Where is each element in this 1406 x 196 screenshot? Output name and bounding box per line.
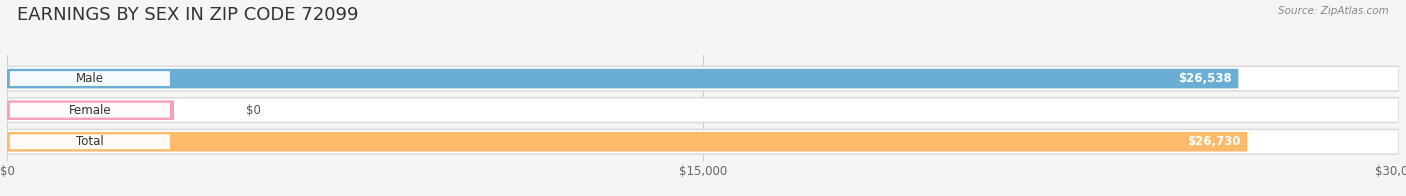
FancyBboxPatch shape <box>7 129 1399 154</box>
FancyBboxPatch shape <box>7 100 174 120</box>
Text: Male: Male <box>76 72 104 85</box>
Text: $26,730: $26,730 <box>1187 135 1240 148</box>
FancyBboxPatch shape <box>10 103 170 118</box>
Text: EARNINGS BY SEX IN ZIP CODE 72099: EARNINGS BY SEX IN ZIP CODE 72099 <box>17 6 359 24</box>
Text: Source: ZipAtlas.com: Source: ZipAtlas.com <box>1278 6 1389 16</box>
Text: $26,538: $26,538 <box>1178 72 1232 85</box>
FancyBboxPatch shape <box>7 66 1399 91</box>
FancyBboxPatch shape <box>7 132 1247 152</box>
Text: $0: $0 <box>246 104 262 117</box>
FancyBboxPatch shape <box>7 69 1239 88</box>
FancyBboxPatch shape <box>10 134 170 149</box>
FancyBboxPatch shape <box>10 71 170 86</box>
FancyBboxPatch shape <box>7 98 1399 122</box>
Text: Total: Total <box>76 135 104 148</box>
Text: Female: Female <box>69 104 111 117</box>
